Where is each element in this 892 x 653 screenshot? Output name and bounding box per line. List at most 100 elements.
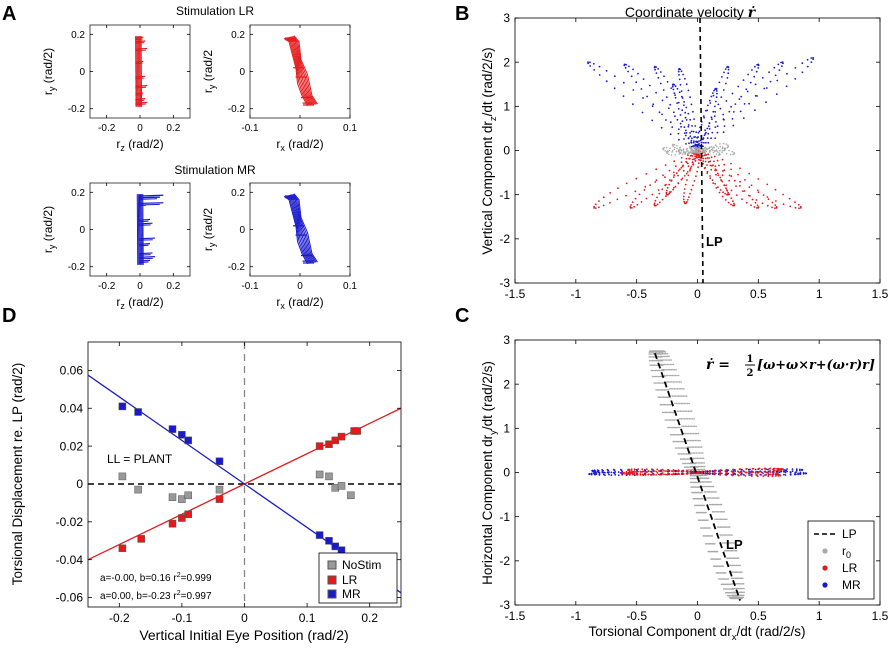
a-ylabel: ry (rad/2) <box>41 48 57 95</box>
b-ylabel-text: Vertical Component dr <box>480 121 495 255</box>
c-r0-point <box>691 466 693 468</box>
b-mr-point <box>763 87 766 90</box>
a-trace-tick <box>135 94 143 96</box>
c-r0-point <box>736 557 739 559</box>
c-lr-point <box>689 470 692 473</box>
d-point-lr <box>331 436 340 445</box>
c-r0-point <box>732 591 735 594</box>
b-nostim-point <box>704 146 707 149</box>
c-r0-point <box>651 369 654 372</box>
b-mr-point <box>761 77 764 79</box>
c-r0-point <box>714 497 716 499</box>
c-lr-point <box>779 474 781 477</box>
c-lr-point <box>633 468 636 471</box>
b-mr-point <box>660 126 663 129</box>
b-mr-point <box>683 126 686 129</box>
b-nostim-point <box>710 146 713 148</box>
b-mr-point <box>690 130 693 133</box>
c-r0-point <box>705 527 707 529</box>
c-lr-point <box>726 468 728 471</box>
c-r0-point <box>686 432 689 435</box>
a-trace-tick <box>138 220 149 223</box>
c-r0-point <box>668 426 671 429</box>
d-point-mr <box>118 402 127 411</box>
b-mr-point <box>746 90 749 93</box>
c-r0-point <box>702 462 704 464</box>
b-mr-point <box>671 85 674 88</box>
b-lr-point <box>766 204 769 207</box>
b-lr-point <box>683 200 686 203</box>
c-r0-point <box>738 587 740 590</box>
b-lr-point <box>672 188 674 191</box>
b-mr-point <box>646 95 648 98</box>
c-r0-point <box>714 565 717 567</box>
c-r0-point <box>662 403 664 406</box>
c-r0-point <box>715 518 718 521</box>
c-r0-point <box>700 462 703 464</box>
b-lr-point <box>714 182 717 185</box>
c-lr-point <box>739 468 742 470</box>
c-r0-point <box>648 359 651 362</box>
c-lr-point <box>781 468 784 471</box>
c-r0-point <box>665 374 667 377</box>
c-r0-point <box>682 395 685 397</box>
c-lr-point <box>670 473 673 476</box>
c-r0-point <box>670 403 672 406</box>
c-r0-point <box>667 359 669 361</box>
b-lr-point <box>681 177 684 180</box>
b-mr-point <box>687 125 690 128</box>
c-r0-point <box>668 355 670 358</box>
b-nostim-point <box>708 149 711 152</box>
c-r0-point <box>656 364 659 367</box>
x-tick-label-2: -0.5 <box>626 287 647 301</box>
c-r0-point <box>675 381 678 383</box>
a-trace-line <box>137 194 140 265</box>
b-lr-point <box>598 200 600 203</box>
c-r0-point <box>654 359 656 362</box>
x-tick-label-1: -0.1 <box>172 611 193 625</box>
b-nostim-point <box>721 150 724 152</box>
c-mr-point <box>591 470 594 472</box>
b-mr-point <box>727 72 730 75</box>
a-xlabel-unit: (rad/2) <box>285 137 324 151</box>
c-r0-point <box>679 458 682 460</box>
c-lr-point <box>704 470 707 473</box>
chart-a2: -0.1 0 0.10.20-0.2rx (rad/2)ry (rad/2 <box>201 24 357 153</box>
a-trace-tick <box>135 98 146 100</box>
c-r0-point <box>668 359 671 361</box>
b-nostim-point <box>678 153 681 155</box>
b-mr-point <box>681 95 683 98</box>
d-point-mr <box>315 531 324 539</box>
c-r0-point <box>663 352 665 355</box>
b-title-text: Coordinate velocity <box>625 4 744 20</box>
b-nostim-point <box>713 146 715 149</box>
b-lr-point <box>702 154 704 157</box>
b-lr-point <box>709 160 712 163</box>
c-r0-point <box>677 447 680 449</box>
c-r0-point <box>681 440 684 443</box>
b-mr-point <box>691 137 693 140</box>
c-r0-point <box>666 411 668 414</box>
b-lr-point <box>665 191 668 194</box>
c-r0-point <box>740 594 743 597</box>
b-lr-point <box>688 157 690 160</box>
c-r0-point <box>717 565 719 567</box>
c-r0-point <box>685 458 687 460</box>
b-mr-point <box>635 81 638 84</box>
b-mr-point <box>678 78 681 81</box>
c-r0-point <box>671 395 674 397</box>
c-r0-point <box>670 359 672 361</box>
a-traces <box>136 194 164 265</box>
c-lr-point <box>670 470 673 472</box>
c-r0-point <box>653 375 655 378</box>
c-legend-r0-swatch <box>822 548 828 554</box>
d-legend-mr-swatch <box>327 589 337 599</box>
c-r0-point <box>711 485 713 488</box>
c-r0-point <box>682 453 685 455</box>
c-r0-point <box>695 462 698 464</box>
c-r0-point <box>705 543 708 545</box>
c-r0-point <box>711 491 713 493</box>
c-r0-point <box>693 486 696 488</box>
b-mr-point <box>757 67 760 69</box>
c-r0-point <box>714 511 716 513</box>
